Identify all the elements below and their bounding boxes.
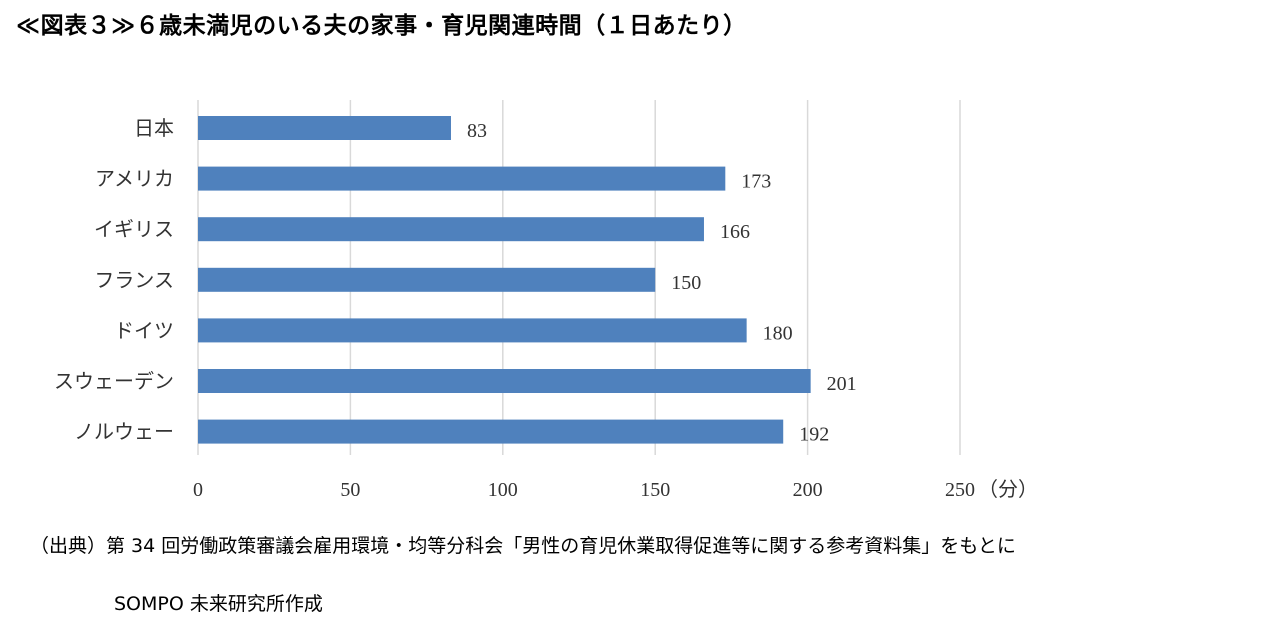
x-tick-label: 250 xyxy=(945,479,975,501)
source-line2: SOMPO 未来研究所作成 xyxy=(114,593,323,615)
value-label: 180 xyxy=(763,322,793,344)
source-line1: 第 34 回労働政策審議会雇用環境・均等分科会「男性の育児休業取得促進等に関する… xyxy=(106,535,1016,557)
x-tick-label: 200 xyxy=(793,479,823,501)
category-label: ノルウェー xyxy=(74,420,174,444)
value-label: 192 xyxy=(799,424,829,446)
value-label: 201 xyxy=(827,373,857,395)
value-labels: 83 173 166 150 180 201 192 xyxy=(467,120,857,446)
source-prefix: （出典） xyxy=(30,535,107,557)
category-label: 日本 xyxy=(134,116,174,140)
category-label: アメリカ xyxy=(95,167,174,191)
category-label: ドイツ xyxy=(114,318,174,342)
bar xyxy=(198,369,811,393)
category-label: イギリス xyxy=(94,217,174,241)
bar xyxy=(198,318,747,343)
category-label: スウェーデン xyxy=(54,369,174,393)
value-label: 150 xyxy=(671,272,701,294)
x-tick-label: 0 xyxy=(193,479,203,501)
bar xyxy=(198,217,704,242)
source-note: （出典）第 34 回労働政策審議会雇用環境・均等分科会「男性の育児休業取得促進等… xyxy=(30,537,1016,556)
value-label: 166 xyxy=(720,221,750,243)
bar xyxy=(198,166,726,191)
bars xyxy=(198,116,811,444)
x-tick-label: 150 xyxy=(640,479,670,501)
value-label: 83 xyxy=(467,120,487,142)
x-axis-unit: （分） xyxy=(978,477,1038,501)
bar xyxy=(198,116,451,140)
x-tick-labels: 0 50 100 150 200 250 xyxy=(193,479,975,501)
bar xyxy=(198,267,656,292)
value-label: 173 xyxy=(741,171,771,193)
chart-title: ≪図表３≫６歳未満児のいる夫の家事・育児関連時間（１日あたり） xyxy=(16,13,747,39)
x-tick-label: 50 xyxy=(340,479,360,501)
bar xyxy=(198,419,784,444)
x-tick-label: 100 xyxy=(488,479,518,501)
category-label: フランス xyxy=(94,268,174,292)
